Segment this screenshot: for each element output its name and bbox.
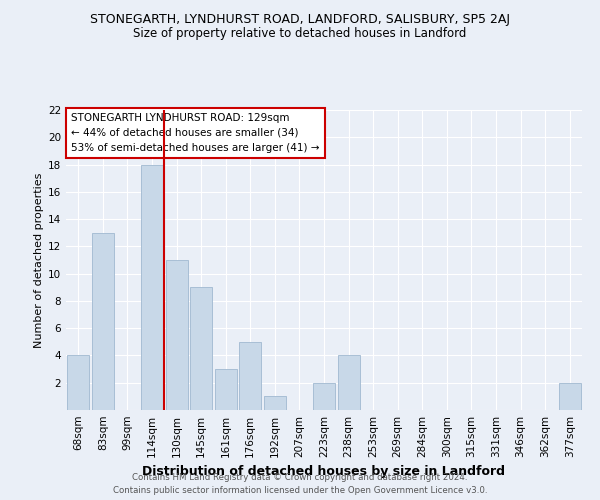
Bar [166,260,188,410]
Text: STONEGARTH, LYNDHURST ROAD, LANDFORD, SALISBURY, SP5 2AJ: STONEGARTH, LYNDHURST ROAD, LANDFORD, SA… [90,12,510,26]
Text: Size of property relative to detached houses in Landford: Size of property relative to detached ho… [133,28,467,40]
X-axis label: Distribution of detached houses by size in Landford: Distribution of detached houses by size … [143,466,505,478]
Y-axis label: Number of detached properties: Number of detached properties [34,172,44,348]
Bar [215,369,237,410]
Bar [559,382,581,410]
Bar [264,396,286,410]
Text: STONEGARTH LYNDHURST ROAD: 129sqm
← 44% of detached houses are smaller (34)
53% : STONEGARTH LYNDHURST ROAD: 129sqm ← 44% … [71,113,320,152]
Bar [190,288,212,410]
Bar [67,356,89,410]
Bar [92,232,114,410]
Bar [141,164,163,410]
Bar [313,382,335,410]
Text: Contains public sector information licensed under the Open Government Licence v3: Contains public sector information licen… [113,486,487,495]
Bar [338,356,359,410]
Bar [239,342,262,410]
Text: Contains HM Land Registry data © Crown copyright and database right 2024.: Contains HM Land Registry data © Crown c… [132,474,468,482]
